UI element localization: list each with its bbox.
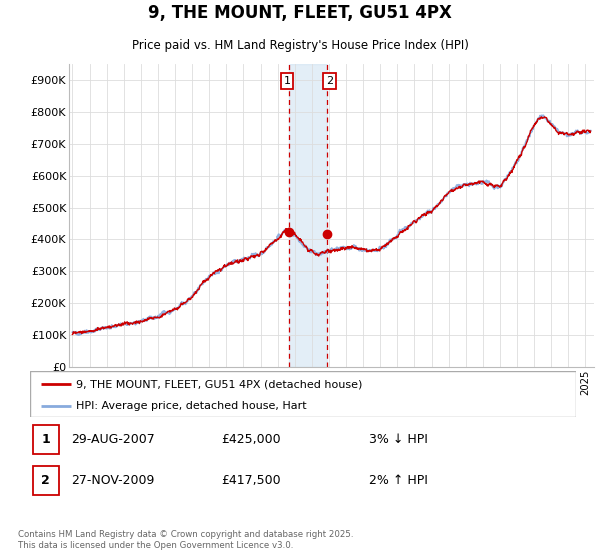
Text: HPI: Average price, detached house, Hart: HPI: Average price, detached house, Hart (76, 401, 307, 410)
Text: 2: 2 (41, 474, 50, 487)
Bar (289, 64, 328, 367)
Text: 1: 1 (41, 433, 50, 446)
Text: 1: 1 (283, 76, 290, 86)
FancyBboxPatch shape (33, 466, 59, 494)
FancyBboxPatch shape (30, 371, 576, 417)
Text: Price paid vs. HM Land Registry's House Price Index (HPI): Price paid vs. HM Land Registry's House … (131, 39, 469, 53)
Text: 2: 2 (326, 76, 333, 86)
Text: 2% ↑ HPI: 2% ↑ HPI (368, 474, 427, 487)
Text: £417,500: £417,500 (221, 474, 281, 487)
Text: 3% ↓ HPI: 3% ↓ HPI (368, 433, 427, 446)
Text: 29-AUG-2007: 29-AUG-2007 (71, 433, 155, 446)
Text: 27-NOV-2009: 27-NOV-2009 (71, 474, 154, 487)
FancyBboxPatch shape (33, 426, 59, 454)
Text: 9, THE MOUNT, FLEET, GU51 4PX: 9, THE MOUNT, FLEET, GU51 4PX (148, 4, 452, 22)
Text: £425,000: £425,000 (221, 433, 281, 446)
Text: 9, THE MOUNT, FLEET, GU51 4PX (detached house): 9, THE MOUNT, FLEET, GU51 4PX (detached … (76, 379, 363, 389)
Text: Contains HM Land Registry data © Crown copyright and database right 2025.
This d: Contains HM Land Registry data © Crown c… (18, 530, 353, 550)
